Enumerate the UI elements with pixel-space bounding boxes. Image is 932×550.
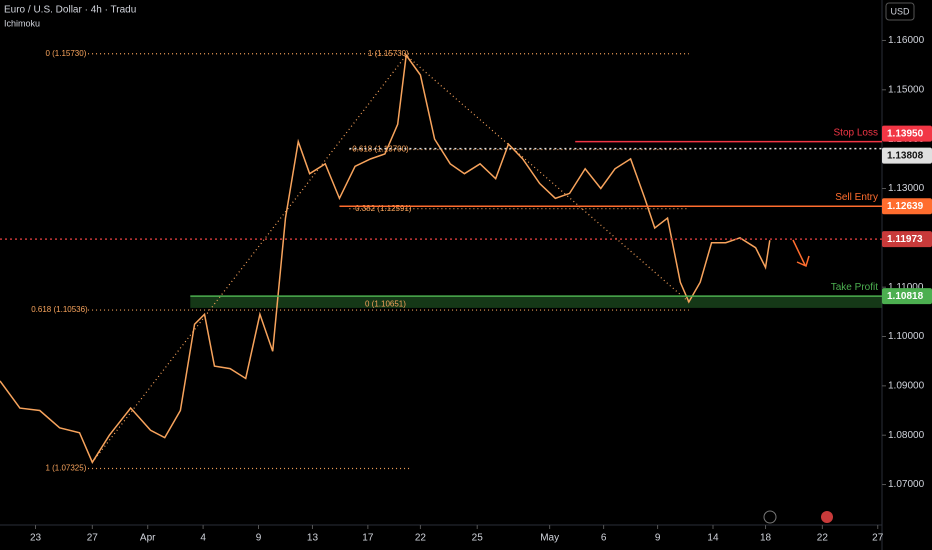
y-tick-label: 1.07000 <box>888 479 925 490</box>
x-tick-label: 13 <box>307 533 319 544</box>
price-label: 1.13950 <box>887 128 924 139</box>
currency: USD <box>890 6 910 16</box>
x-tick-label: 4 <box>200 533 206 544</box>
y-tick-label: 1.09000 <box>888 380 925 391</box>
x-tick-label: 6 <box>601 533 607 544</box>
x-tick-label: 27 <box>87 533 99 544</box>
x-tick-label: 25 <box>472 533 484 544</box>
fib-label: 1 (1.07325) <box>45 464 86 473</box>
direction-arrow <box>792 239 810 268</box>
fib-label: 1 (1.15730) <box>368 49 409 58</box>
y-tick-label: 1.16000 <box>888 35 925 46</box>
price-label-box <box>882 125 932 142</box>
x-tick-label: Apr <box>140 533 156 544</box>
take-profit-zone <box>190 295 882 308</box>
x-tick-label: 27 <box>872 533 884 544</box>
indicator-name: Ichimoku <box>4 18 40 28</box>
fib-label: 0 (1.10651) <box>365 300 406 309</box>
x-tick-label: 22 <box>415 533 427 544</box>
x-tick-label: 9 <box>256 533 262 544</box>
x-tick-label: 22 <box>817 533 829 544</box>
price-label-box <box>882 198 932 215</box>
fib-label: 0.382 (1.12591) <box>355 204 412 213</box>
y-tick-label: 1.10000 <box>888 331 925 342</box>
currency-box <box>885 2 915 21</box>
x-tick-label: 9 <box>655 533 661 544</box>
level-name: Take Profit <box>831 282 878 293</box>
price-label: 1.13808 <box>887 150 924 161</box>
x-tick-label: 23 <box>30 533 42 544</box>
y-tick-label: 1.13000 <box>888 183 925 194</box>
fib-path <box>91 54 690 463</box>
x-tick-label: 18 <box>760 533 772 544</box>
price-label-box <box>882 231 932 248</box>
y-tick-label: 1.08000 <box>888 430 925 441</box>
y-tick-label: 1.15000 <box>888 84 925 95</box>
chart-title: Euro / U.S. Dollar · 4h · Tradu <box>4 5 136 16</box>
price-line <box>0 53 771 464</box>
price-label: 1.12639 <box>887 201 924 212</box>
fib-label: 0.618 (1.10536) <box>31 305 88 314</box>
x-tick-label: 17 <box>362 533 374 544</box>
price-label-box <box>882 288 932 305</box>
icon <box>821 511 833 523</box>
level-name: Sell Entry <box>835 192 878 203</box>
x-tick-label: May <box>540 533 559 544</box>
x-tick-label: 14 <box>707 533 719 544</box>
price-label: 1.11973 <box>887 234 923 245</box>
fib-label: 0 (1.15730) <box>45 49 86 58</box>
icon <box>763 510 777 524</box>
price-label: 1.10818 <box>887 291 924 302</box>
level-name: Stop Loss <box>834 127 878 138</box>
y-tick-label: 1.11000 <box>888 282 924 293</box>
price-label-box <box>882 147 932 164</box>
